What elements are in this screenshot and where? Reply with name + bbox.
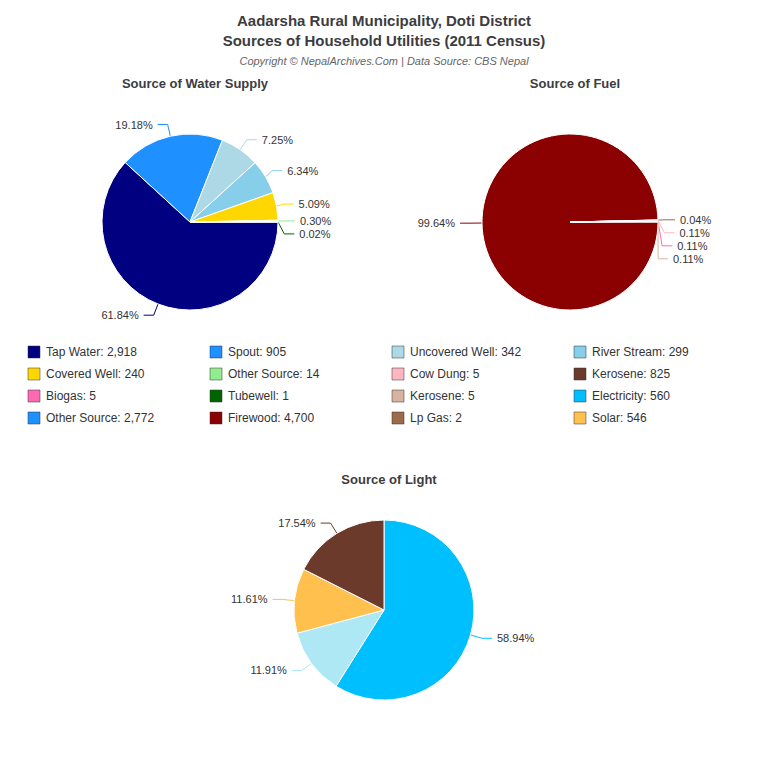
svg-text:Other Source: 2,772: Other Source: 2,772 bbox=[46, 411, 154, 425]
svg-text:Solar: 546: Solar: 546 bbox=[592, 411, 647, 425]
svg-text:Kerosene: 5: Kerosene: 5 bbox=[410, 389, 475, 403]
svg-text:6.34%: 6.34% bbox=[287, 165, 318, 177]
svg-text:Source of Water Supply: Source of Water Supply bbox=[122, 76, 269, 91]
svg-text:Electricity: 560: Electricity: 560 bbox=[592, 389, 670, 403]
svg-text:17.54%: 17.54% bbox=[278, 517, 316, 529]
svg-text:19.18%: 19.18% bbox=[115, 119, 153, 131]
svg-text:Copyright © NepalArchives.Com: Copyright © NepalArchives.Com | Data Sou… bbox=[239, 55, 529, 67]
svg-text:7.25%: 7.25% bbox=[262, 134, 293, 146]
svg-text:0.11%: 0.11% bbox=[677, 240, 708, 252]
svg-text:Lp Gas: 2: Lp Gas: 2 bbox=[410, 411, 462, 425]
svg-text:Tap Water: 2,918: Tap Water: 2,918 bbox=[46, 345, 137, 359]
svg-text:11.91%: 11.91% bbox=[250, 664, 287, 676]
svg-text:Spout: 905: Spout: 905 bbox=[228, 345, 286, 359]
svg-text:Biogas: 5: Biogas: 5 bbox=[46, 389, 96, 403]
svg-text:Uncovered Well: 342: Uncovered Well: 342 bbox=[410, 345, 521, 359]
svg-text:Cow Dung: 5: Cow Dung: 5 bbox=[410, 367, 480, 381]
svg-text:0.02%: 0.02% bbox=[299, 228, 330, 240]
svg-text:0.11%: 0.11% bbox=[673, 253, 704, 265]
svg-text:0.04%: 0.04% bbox=[680, 214, 711, 226]
svg-text:Covered Well: 240: Covered Well: 240 bbox=[46, 367, 145, 381]
svg-text:0.30%: 0.30% bbox=[300, 215, 331, 227]
svg-text:Source of Light: Source of Light bbox=[341, 472, 437, 487]
svg-text:61.84%: 61.84% bbox=[101, 309, 139, 321]
svg-text:Aadarsha Rural Municipality, D: Aadarsha Rural Municipality, Doti Distri… bbox=[237, 12, 531, 29]
svg-text:5.09%: 5.09% bbox=[299, 198, 330, 210]
svg-text:Kerosene: 825: Kerosene: 825 bbox=[592, 367, 670, 381]
svg-text:Tubewell: 1: Tubewell: 1 bbox=[228, 389, 289, 403]
svg-text:99.64%: 99.64% bbox=[418, 217, 456, 229]
svg-text:Sources of Household Utilities: Sources of Household Utilities (2011 Cen… bbox=[223, 32, 546, 49]
svg-text:11.61%: 11.61% bbox=[231, 593, 268, 605]
svg-text:0.11%: 0.11% bbox=[679, 227, 710, 239]
svg-text:Source of Fuel: Source of Fuel bbox=[530, 76, 620, 91]
svg-text:Firewood: 4,700: Firewood: 4,700 bbox=[228, 411, 314, 425]
svg-text:Other Source: 14: Other Source: 14 bbox=[228, 367, 320, 381]
svg-text:58.94%: 58.94% bbox=[497, 632, 535, 644]
svg-text:River Stream: 299: River Stream: 299 bbox=[592, 345, 689, 359]
